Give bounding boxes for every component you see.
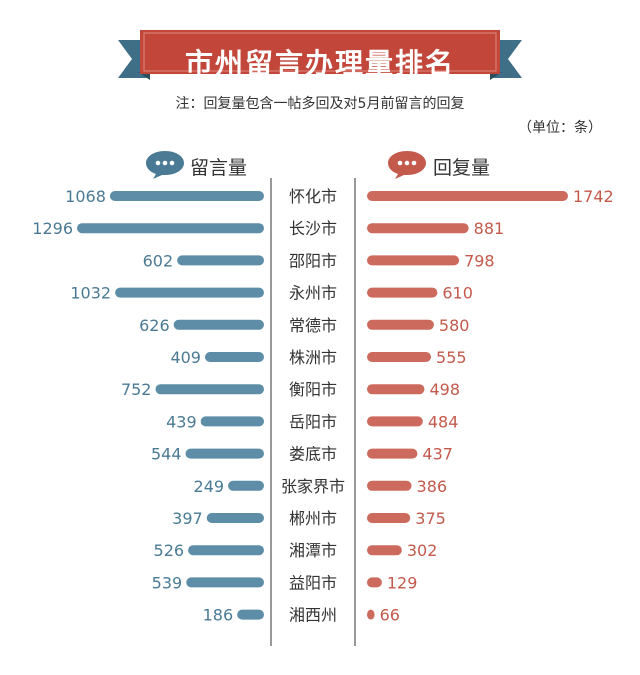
city-label: 益阳市 (289, 573, 337, 592)
left-bar (109, 191, 264, 201)
right-value-label: 881 (474, 219, 505, 238)
right-value-label: 1742 (573, 187, 614, 206)
right-bar (367, 319, 434, 330)
left-bar (206, 513, 264, 523)
right-bar (367, 545, 402, 556)
left-bar (115, 287, 264, 298)
right-value-label: 610 (442, 284, 473, 303)
speech-bubble-icon-left (146, 151, 184, 179)
city-label: 娄底市 (289, 445, 337, 464)
unit-label: （单位：条） (518, 120, 602, 136)
left-value-label: 539 (152, 573, 183, 592)
city-label: 衡阳市 (289, 380, 337, 399)
left-value-label: 1068 (65, 187, 106, 206)
left-value-label: 397 (172, 509, 203, 528)
chart-note: 注：回复量包含一帖多回及对5月前留言的回复 (175, 96, 465, 112)
city-label: 株洲市 (289, 348, 337, 367)
city-label: 湘潭市 (289, 541, 337, 560)
speech-bubble-icon-right (388, 151, 426, 179)
left-value-label: 409 (170, 348, 201, 367)
left-bar (237, 609, 264, 620)
city-label: 长沙市 (289, 219, 337, 238)
left-value-label: 439 (166, 412, 197, 431)
left-value-label: 249 (194, 477, 225, 496)
left-bar (173, 319, 264, 330)
city-label: 湘西州 (289, 606, 337, 625)
right-bar (367, 513, 411, 523)
right-bar (367, 384, 425, 395)
right-bar (367, 416, 423, 427)
left-bar (77, 223, 264, 234)
city-label: 邵阳市 (289, 251, 337, 270)
right-bar (367, 352, 432, 362)
right-value-label: 555 (436, 348, 467, 367)
city-label: 常德市 (289, 316, 337, 335)
banner-body (140, 30, 500, 74)
left-bar (185, 448, 264, 459)
right-value-label: 66 (380, 606, 400, 625)
left-value-label: 602 (143, 251, 174, 270)
left-value-label: 1032 (70, 284, 111, 303)
title-banner (118, 30, 522, 80)
right-bar (367, 223, 469, 234)
banner-inner-border (143, 32, 497, 72)
right-value-label: 580 (439, 316, 470, 335)
city-label: 郴州市 (289, 509, 337, 528)
left-value-label: 526 (154, 541, 185, 560)
left-value-label: 752 (121, 380, 152, 399)
legend-label-left: 留言量 (190, 157, 248, 179)
left-bar (204, 352, 264, 362)
right-value-label: 129 (387, 573, 418, 592)
left-bar (155, 384, 264, 395)
right-bar (367, 480, 412, 491)
right-value-label: 375 (415, 509, 446, 528)
city-label: 永州市 (289, 284, 337, 303)
right-value-label: 484 (428, 412, 459, 431)
city-label: 张家界市 (281, 477, 345, 496)
left-bar (186, 577, 264, 588)
legend-label-right: 回复量 (433, 157, 491, 179)
city-label: 怀化市 (289, 187, 337, 206)
right-value-label: 498 (429, 380, 460, 399)
city-label: 岳阳市 (289, 412, 337, 431)
right-value-label: 386 (417, 477, 448, 496)
right-value-label: 798 (464, 251, 495, 270)
right-bar (367, 577, 382, 588)
right-value-label: 437 (422, 445, 453, 464)
left-bar (188, 545, 264, 556)
right-bar (367, 191, 568, 201)
left-bar (200, 416, 264, 427)
left-bar (228, 480, 264, 491)
left-value-label: 626 (139, 316, 170, 335)
left-value-label: 186 (203, 606, 234, 625)
right-bar (367, 255, 460, 266)
right-value-label: 302 (407, 541, 438, 560)
right-bar (367, 287, 438, 298)
left-bar (177, 255, 264, 266)
right-bar (367, 448, 418, 459)
right-bar (367, 609, 375, 620)
left-value-label: 544 (151, 445, 182, 464)
chart-title: 市州留言办理量排名 (184, 47, 455, 80)
left-value-label: 1296 (32, 219, 73, 238)
